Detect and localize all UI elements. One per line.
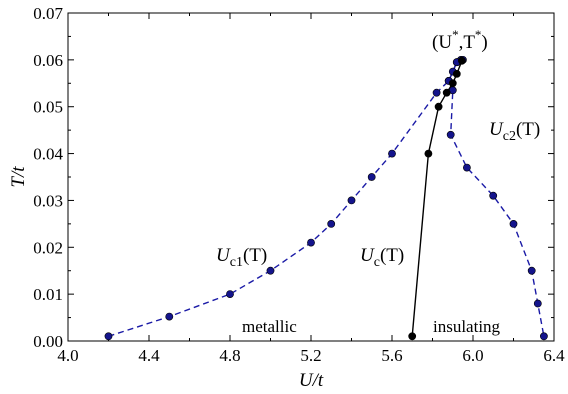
uc1-label: Uc1(T) [216,245,267,270]
critical-point-close: ) [481,32,487,53]
data-point-uc1-t- [367,173,376,181]
data-point-uc-t- [448,79,457,88]
data-point-uc-t- [457,56,466,65]
data-point-uc-t- [424,149,433,158]
data-point-uc1-t- [266,266,275,275]
critical-point-sup1: * [452,27,459,42]
data-point-uc1-t- [226,290,234,298]
series-line-uc-t- [411,60,463,337]
x-tick-label: 5.6 [381,346,402,365]
uc2-u: U [489,119,504,140]
data-point-uc1-t- [388,149,396,158]
x-tick-label: 6.0 [462,346,483,365]
data-point-uc1-t- [165,312,174,321]
y-tick-label: 0.00 [33,332,63,351]
critical-point-u: (U [432,32,452,53]
series-line-uc1-t- [108,59,462,337]
uc-arg: (T) [380,245,404,266]
uc-u: U [360,245,375,266]
series-line-uc2-t- [447,59,545,337]
metallic-label: metallic [242,317,297,336]
data-point-uc2-t- [509,219,518,228]
plot-frame [67,12,555,342]
uc-sub: c [374,255,380,270]
critical-point-sup2: * [475,27,482,42]
data-point-uc1-t- [432,88,441,97]
data-point-uc1-t- [347,196,356,205]
y-tick-label: 0.01 [33,285,63,304]
y-tick-label: 0.03 [33,191,63,210]
data-point-uc2-t- [446,130,455,139]
uc1-sub: c1 [230,255,243,270]
x-tick-label: 4.8 [219,346,240,365]
data-point-uc2-t- [527,266,536,275]
data-point-uc2-t- [533,299,542,308]
y-axis-label: T/t [8,166,29,188]
uc2-label: Uc2(T) [489,119,540,144]
data-point-uc-t- [434,102,443,111]
y-tick-label: 0.07 [33,4,63,23]
insulating-label: insulating [433,317,501,336]
data-point-uc2-t- [462,163,471,172]
data-point-uc-t- [442,88,451,97]
y-tick-label: 0.02 [33,238,63,257]
y-tick-label: 0.04 [33,145,63,164]
x-axis-label: U/t [299,370,324,391]
uc1-arg: (T) [243,245,267,266]
data-point-uc1-t- [104,332,113,341]
data-point-uc1-t- [327,219,336,228]
uc2-sub: c2 [503,129,516,144]
data-point-uc-t- [452,70,461,78]
x-tick-label: 4.4 [138,346,160,365]
y-tick-label: 0.06 [33,51,63,70]
data-point-uc2-t- [489,191,498,200]
series-group [104,56,548,341]
plot-area [67,12,555,342]
x-tick-label: 4.0 [57,346,78,365]
data-point-uc2-t- [540,332,548,341]
data-point-uc-t- [408,332,417,341]
uc1-u: U [216,245,231,266]
axis-ticks: 4.0 4.4 4.8 5.2 5.6 6.0 6.4 0.00 0.01 0.02 0.03 0.0… [33,4,565,365]
annotations: U/t T/t (U*,T*) Uc2(T) Uc1(T) Uc(T) meta… [8,27,540,391]
critical-point-t: ,T [459,32,476,53]
uc2-arg: (T) [516,119,540,140]
data-point-uc1-t- [307,238,315,247]
x-tick-label: 5.2 [300,346,321,365]
y-tick-label: 0.05 [33,98,63,117]
critical-point-label: (U*,T*) [432,27,488,53]
uc-label: Uc(T) [360,245,404,270]
x-tick-label: 6.4 [543,346,565,365]
